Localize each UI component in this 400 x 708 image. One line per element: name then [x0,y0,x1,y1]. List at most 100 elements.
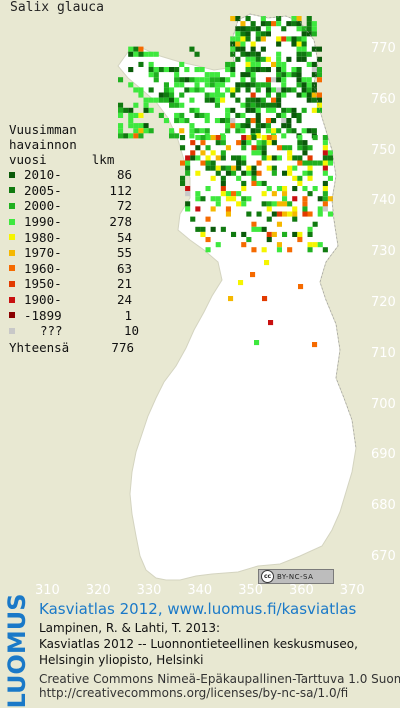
occurrence-square [128,133,134,139]
occurrence-square [138,87,144,93]
occurrence-square [241,160,247,166]
occurrence-square [220,165,226,171]
occurrence-square [148,72,154,78]
occurrence-square [311,21,317,27]
occurrence-squares [118,16,333,348]
occurrence-square [302,160,308,166]
occurrence-square [250,21,256,27]
occurrence-square [246,196,252,202]
occurrence-square [250,41,256,47]
y-tick-label: 720 [371,295,396,310]
occurrence-square [317,196,323,202]
occurrence-square [128,118,134,124]
occurrence-square [240,21,246,27]
occurrence-square [251,150,257,156]
occurrence-square [236,165,242,171]
occurrence-square [287,201,293,207]
occurrence-square [250,26,256,32]
occurrence-square [296,41,302,47]
occurrence-square [255,123,261,129]
occurrence-square [245,56,251,62]
occurrence-square [276,72,282,78]
occurrence-square [185,160,191,166]
occurrence-square [286,87,292,93]
license-url[interactable]: http://creativecommons.org/licenses/by-n… [39,686,349,700]
occurrence-square [301,26,307,32]
occurrence-square [184,77,190,83]
legend-swatch [9,218,15,225]
occurrence-square [240,26,246,32]
occurrence-square [214,82,220,88]
occurrence-square [251,180,257,186]
occurrence-square [205,160,211,166]
occurrence-square [255,107,261,113]
occurrence-square [169,102,175,108]
occurrence-square [189,123,195,129]
occurrence-square [250,46,256,52]
legend-item-count: 54 [116,229,132,245]
occurrence-square [194,87,200,93]
occurrence-square [306,61,312,67]
occurrence-square [169,87,175,93]
occurrence-square [327,175,333,181]
occurrence-square [255,97,261,103]
occurrence-square [251,135,257,141]
occurrence-square [276,97,282,103]
occurrence-square [138,61,144,67]
occurrence-square [251,175,257,181]
occurrence-square [148,67,154,73]
occurrence-square [282,145,288,151]
occurrence-square [301,46,307,52]
occurrence-square [322,140,328,146]
occurrence-square [296,92,302,98]
citation-authors: Lampinen, R. & Lahti, T. 2013: [39,621,221,635]
occurrence-square [301,31,307,37]
occurrence-square [306,97,312,103]
occurrence-square [276,242,282,248]
occurrence-square [271,87,277,93]
occurrence-square [322,206,328,212]
occurrence-square [307,247,313,253]
occurrence-square [118,128,124,134]
occurrence-square [163,92,169,98]
occurrence-square [296,36,302,42]
occurrence-square [265,128,271,134]
occurrence-square [271,201,277,207]
occurrence-square [169,133,175,139]
occurrence-square [215,242,221,248]
occurrence-square [322,186,328,192]
occurrence-square [271,118,277,124]
legend-total-count: 776 [111,339,134,355]
occurrence-square [306,21,312,27]
occurrence-square [316,67,322,73]
occurrence-square [200,150,206,156]
occurrence-square [292,196,298,202]
occurrence-square [235,112,241,118]
x-tick-label: 360 [289,583,314,598]
occurrence-square [276,128,282,134]
x-tick-label: 340 [187,583,213,598]
occurrence-square [296,77,302,83]
occurrence-square [291,41,297,47]
occurrence-square [264,260,270,266]
legend-item-label: 1990- [24,214,62,230]
occurrence-square [297,135,303,141]
x-tick-label: 350 [238,583,264,598]
occurrence-square [327,211,333,217]
occurrence-square [282,196,288,202]
occurrence-square [287,150,293,156]
legend-item-count: 55 [116,245,132,261]
occurrence-square [133,46,139,52]
occurrence-square [301,41,307,47]
occurrence-square [297,155,303,161]
occurrence-square [240,77,246,83]
occurrence-square [230,72,236,78]
occurrence-square [322,196,328,202]
occurrence-square [220,77,226,83]
license-badge[interactable]: cc BY-NC-SA [258,569,334,584]
occurrence-square [169,128,175,134]
occurrence-square [180,135,186,141]
cc-icon: cc [261,570,274,583]
occurrence-square [311,61,317,67]
atlas-link[interactable]: Kasviatlas 2012, www.luomus.fi/kasviatla… [39,600,357,618]
